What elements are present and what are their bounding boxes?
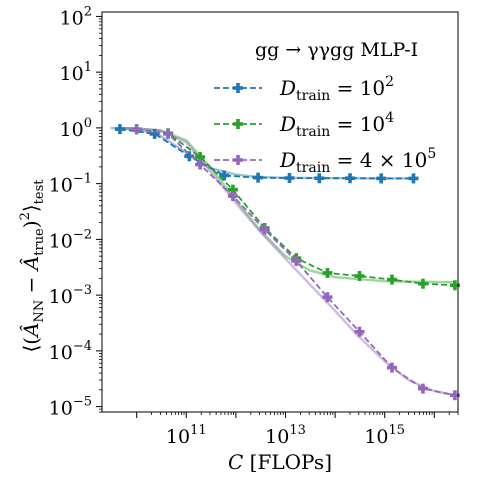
data-point (291, 255, 302, 266)
legend-marker (233, 83, 243, 93)
legend-marker (233, 119, 243, 129)
legend-marker (233, 155, 243, 165)
y-axis-label: ⟨(ÂNN − Âtrue)2⟩test (18, 179, 47, 353)
data-point (114, 124, 125, 135)
data-point (163, 128, 174, 139)
y-tick-label: 10−3 (49, 283, 92, 308)
data-point (253, 172, 264, 183)
y-tick-label: 102 (60, 4, 92, 29)
data-point (219, 170, 230, 181)
legend-entry-3: Dtrain = 4 × 105 (279, 146, 436, 176)
data-point (322, 267, 333, 278)
data-point (386, 362, 397, 373)
data-point (408, 173, 419, 184)
data-point (227, 191, 238, 202)
y-tick-label: 10−5 (49, 395, 92, 420)
data-point (386, 274, 397, 285)
legend: gg → γγgg MLP-I Dtrain = 102 Dtrain = 104… (214, 39, 436, 176)
data-point (345, 173, 356, 184)
data-point (417, 278, 428, 289)
x-axis: 1011 1013 1015 (136, 412, 459, 448)
data-point (195, 159, 206, 170)
legend-entry-2: Dtrain = 104 (279, 110, 394, 140)
y-tick-label: 100 (60, 116, 92, 141)
y-tick-label: 10−4 (49, 339, 92, 364)
data-point (322, 292, 333, 303)
legend-title: gg → γγgg MLP-I (255, 39, 418, 61)
data-point (259, 224, 270, 235)
plot-frame (101, 11, 459, 413)
y-tick-label: 10−2 (49, 227, 92, 252)
x-tick-label: 1013 (265, 423, 306, 448)
y-tick-label: 10−1 (49, 172, 92, 197)
x-tick-label: 1011 (166, 423, 207, 448)
data-series (114, 124, 460, 401)
y-tick-label: 101 (60, 60, 92, 85)
legend-entry-1: Dtrain = 102 (279, 74, 394, 104)
x-tick-label: 1015 (364, 423, 405, 448)
data-point (149, 128, 160, 139)
series-line-1 (119, 128, 414, 180)
data-point (417, 383, 428, 394)
data-point (314, 173, 325, 184)
fit-curve-2 (116, 126, 455, 284)
y-axis: 102 101 100 10−1 10−2 10−3 10−4 10−5 (49, 4, 102, 420)
data-point (131, 124, 142, 135)
data-point (284, 173, 295, 184)
x-axis-label: C [FLOPs] (228, 450, 332, 474)
data-point (354, 326, 365, 337)
data-point (376, 173, 387, 184)
data-point (354, 271, 365, 282)
